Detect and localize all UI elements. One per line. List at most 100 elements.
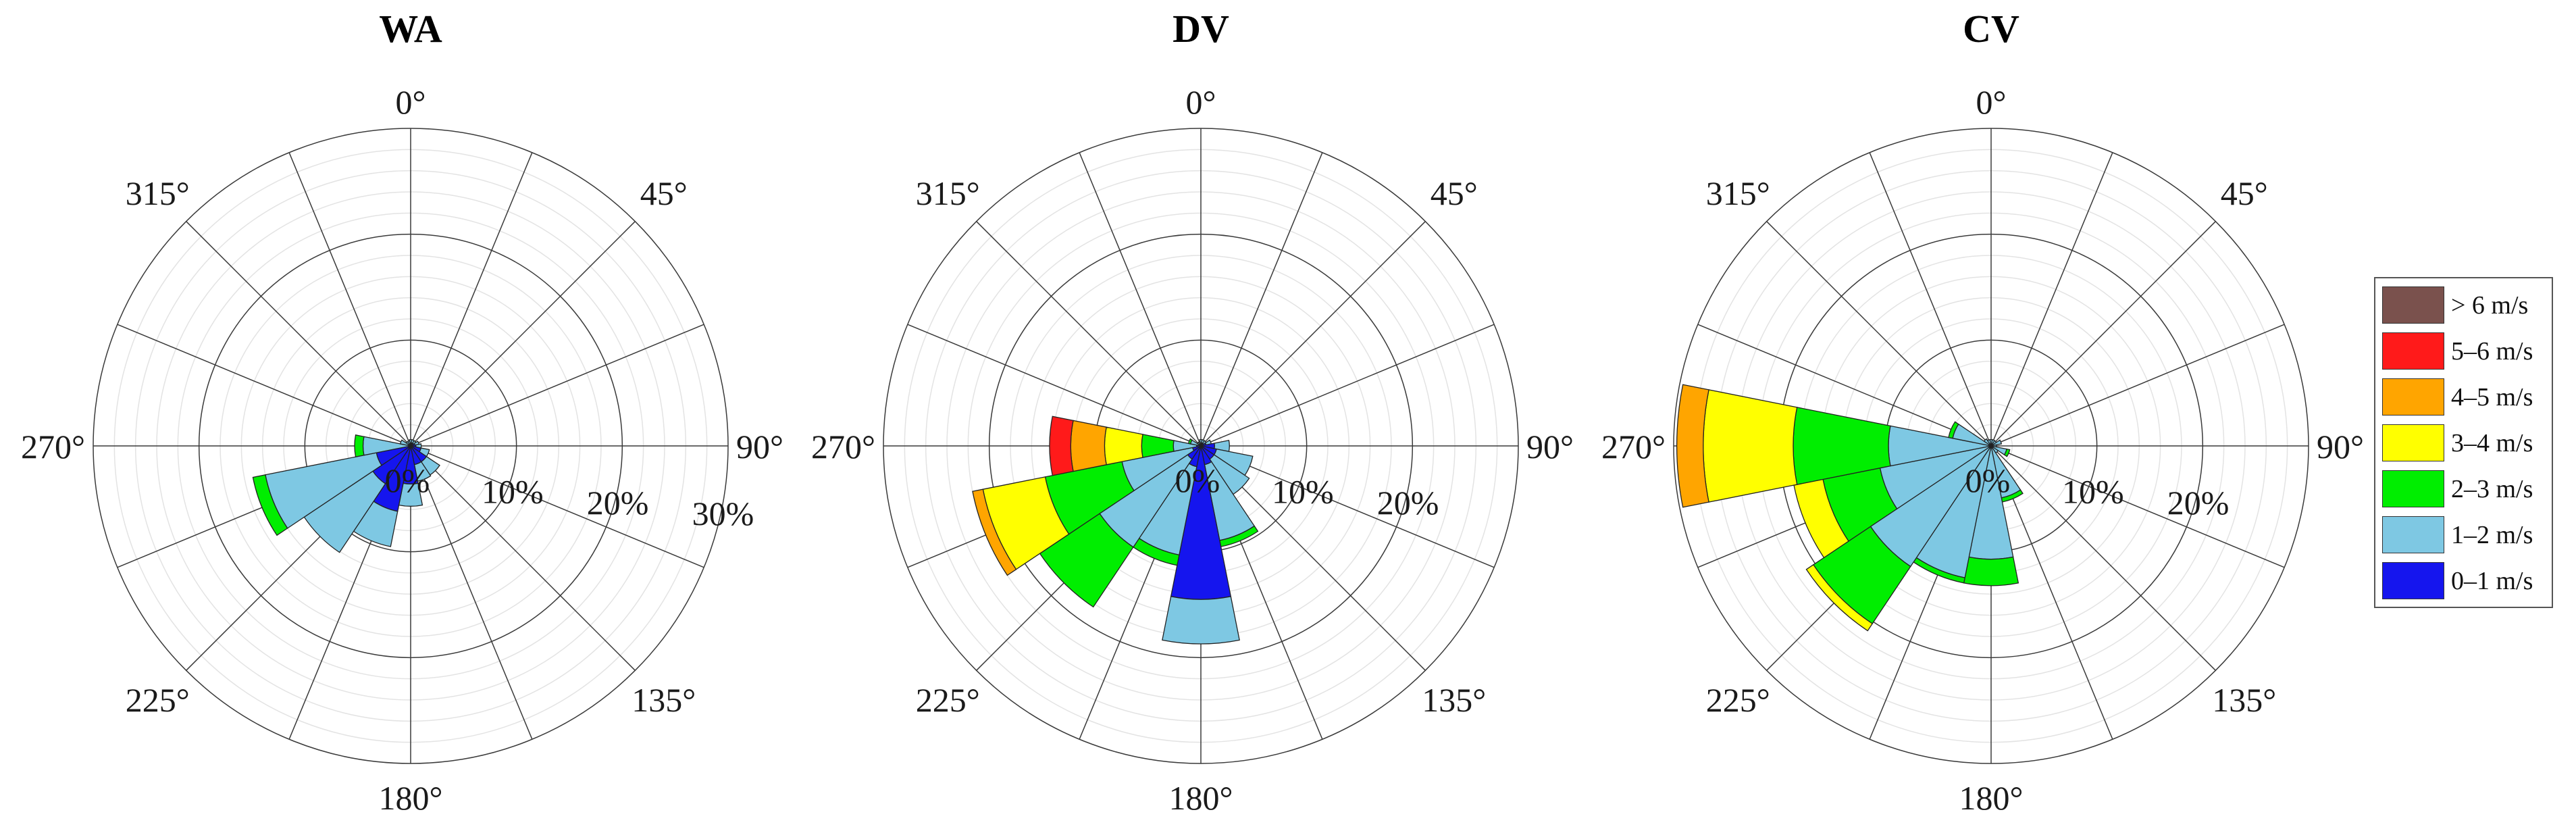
wind-bar-segment — [972, 488, 1017, 576]
legend-label: > 6 m/s — [2451, 291, 2529, 320]
angle-label: 90° — [736, 428, 783, 466]
angle-label: 90° — [2317, 428, 2364, 466]
chart-title: CV — [1963, 7, 2019, 51]
legend-item-4-5: 4–5 m/s — [2375, 374, 2552, 420]
spoke-line — [976, 221, 1202, 447]
spoke-line — [410, 221, 636, 447]
wind-bar-segment — [1162, 596, 1240, 645]
angle-label: 225° — [916, 681, 980, 719]
spoke-line — [1200, 324, 1495, 447]
radial-tick-label: 20% — [1377, 484, 1439, 522]
wind-bar-segment — [1187, 438, 1193, 445]
wind-bar-segment — [1948, 421, 1959, 439]
legend-label: 1–2 m/s — [2451, 521, 2533, 549]
angle-label: 135° — [2212, 681, 2276, 719]
wind-bar-segment — [303, 470, 386, 553]
spoke-line — [1990, 324, 2285, 447]
wind-bar-segment — [2003, 448, 2011, 457]
legend-swatch — [2382, 424, 2444, 461]
angle-label: 225° — [126, 681, 190, 719]
spoke-line — [288, 152, 411, 447]
spoke-line — [186, 221, 411, 447]
radial-tick-label: 30% — [692, 495, 754, 532]
legend-label: 5–6 m/s — [2451, 337, 2533, 366]
radial-tick-label: 20% — [587, 484, 649, 522]
legend-item-3-4: 3–4 m/s — [2375, 420, 2552, 466]
legend-item-0-1: 0–1 m/s — [2375, 558, 2552, 604]
spoke-line — [410, 152, 533, 447]
wind-rose-cv: 0% 10% 20% 0° 45° 90° 135° 180° 225° 270° 315° CV — [1601, 7, 2364, 817]
legend-swatch — [2382, 286, 2444, 324]
wind-bar-segment — [407, 440, 411, 445]
wind-bar-segment — [399, 439, 410, 447]
legend-item-above-6: > 6 m/s — [2375, 282, 2552, 328]
spoke-line — [410, 445, 636, 671]
angle-label: 45° — [2221, 174, 2268, 212]
legend-label: 0–1 m/s — [2451, 567, 2533, 595]
wind-bar-segment — [1805, 563, 1874, 632]
angle-label: 45° — [640, 174, 688, 212]
legend-label: 2–3 m/s — [2451, 475, 2533, 503]
legend-item-5-6: 5–6 m/s — [2375, 328, 2552, 374]
angle-label: 45° — [1431, 174, 1478, 212]
wind-rose-wa: 0% 10% 20% 30% 0° 45° 90° 135° 180° 225° 270° 315° W… — [21, 7, 783, 817]
spoke-line — [1766, 221, 1992, 447]
spoke-line — [1200, 152, 1323, 447]
wind-bar-segment — [1070, 420, 1107, 472]
legend-swatch — [2382, 516, 2444, 553]
legend: > 6 m/s 5–6 m/s 4–5 m/s 3–4 m/s 2–3 m/s … — [2374, 277, 2553, 608]
spoke-line — [1079, 152, 1202, 447]
spoke-line — [1200, 221, 1426, 447]
angle-label: 0° — [1186, 83, 1216, 121]
angle-label: 0° — [1976, 83, 2007, 121]
radial-tick-label: 0% — [1175, 461, 1220, 499]
wind-bar-segment — [1049, 416, 1074, 476]
spoke-line — [1990, 152, 2113, 447]
angle-label: 0° — [396, 83, 426, 121]
wind-bar-segment — [1676, 384, 1709, 508]
spoke-line — [1869, 152, 1992, 447]
angle-label: 225° — [1706, 681, 1770, 719]
legend-swatch — [2382, 332, 2444, 370]
legend-swatch — [2382, 470, 2444, 507]
wind-rose-dv: 0% 10% 20% 0° 45° 90° 135° 180° 225° 270° 315° DV — [811, 7, 1574, 817]
angle-label: 270° — [1601, 428, 1666, 466]
spoke-line — [1990, 445, 2285, 568]
legend-label: 3–4 m/s — [2451, 429, 2533, 457]
spoke-line — [1697, 324, 1992, 447]
spoke-line — [1990, 221, 2216, 447]
chart-title: DV — [1173, 7, 1229, 51]
angle-label: 315° — [916, 174, 980, 212]
spoke-line — [410, 324, 704, 447]
wind-bar-segment — [252, 474, 288, 536]
wind-bar-segment — [1986, 439, 1992, 445]
wind-bar-segment — [1963, 556, 2019, 586]
chart-title: WA — [379, 7, 442, 51]
radial-tick-label: 10% — [2062, 472, 2124, 510]
spoke-line — [1990, 445, 2216, 671]
legend-swatch — [2382, 378, 2444, 416]
radial-tick-label: 0% — [1965, 461, 2011, 499]
spoke-line — [117, 324, 411, 447]
legend-item-2-3: 2–3 m/s — [2375, 466, 2552, 512]
wind-bar-segment — [1992, 439, 2003, 447]
angle-label: 180° — [1169, 779, 1233, 817]
radial-tick-label: 10% — [482, 472, 544, 510]
radial-tick-label: 0% — [385, 461, 430, 499]
angle-label: 270° — [21, 428, 85, 466]
radial-tick-label: 20% — [2167, 484, 2230, 522]
wind-bar-segment — [1197, 441, 1202, 445]
angle-label: 135° — [1422, 681, 1486, 719]
angle-label: 315° — [126, 174, 190, 212]
spoke-line — [410, 445, 533, 740]
legend-swatch — [2382, 562, 2444, 599]
angle-label: 270° — [811, 428, 875, 466]
wind-bar-segment — [1703, 389, 1798, 503]
legend-item-1-2: 1–2 m/s — [2375, 512, 2552, 558]
radial-tick-label: 10% — [1272, 472, 1334, 510]
spoke-line — [410, 445, 704, 568]
spoke-line — [907, 324, 1202, 447]
angle-label: 180° — [379, 779, 443, 817]
angle-label: 90° — [1526, 428, 1574, 466]
